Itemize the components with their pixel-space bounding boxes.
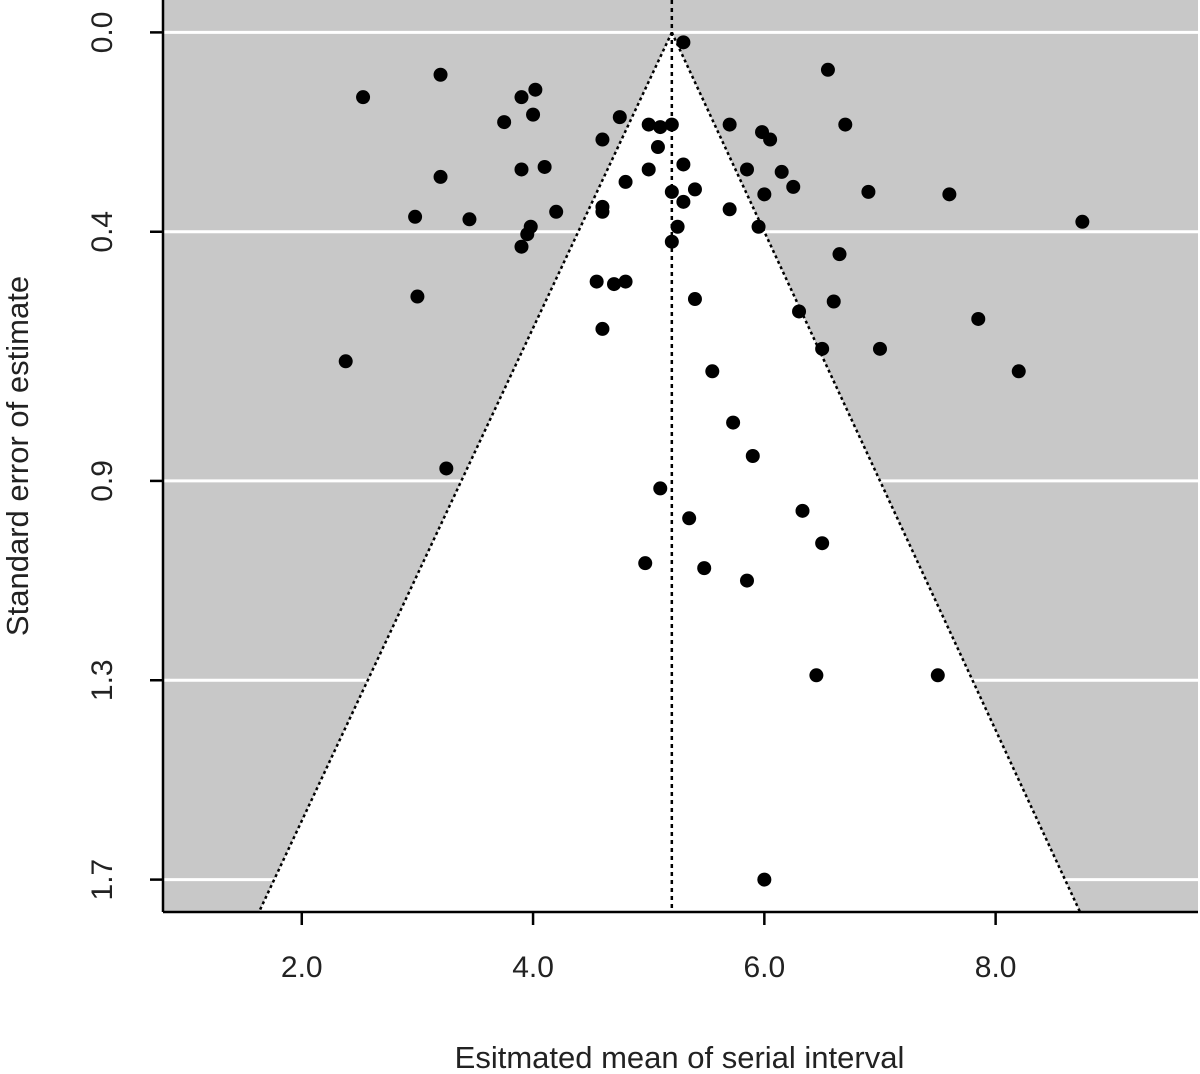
data-point	[497, 115, 512, 130]
x-tick-label: 8.0	[975, 951, 1017, 984]
x-tick-label: 2.0	[281, 951, 323, 984]
data-point	[641, 162, 656, 177]
data-point	[751, 219, 766, 234]
data-point	[439, 461, 454, 476]
data-point	[722, 202, 737, 217]
data-point	[838, 117, 853, 132]
data-point	[514, 90, 529, 105]
data-point	[618, 174, 633, 189]
data-point	[820, 62, 835, 77]
data-point	[942, 187, 957, 202]
data-point	[664, 117, 679, 132]
data-point	[757, 187, 772, 202]
y-tick-label: 0.4	[86, 211, 119, 253]
data-point	[971, 311, 986, 326]
data-point	[514, 239, 529, 254]
data-point	[774, 164, 789, 179]
x-tick-label: 6.0	[743, 951, 785, 984]
data-point	[1011, 364, 1026, 379]
data-point	[739, 573, 754, 588]
y-tick-label: 0.9	[86, 460, 119, 502]
data-point	[1075, 214, 1090, 229]
data-point	[528, 82, 543, 97]
data-point	[676, 35, 691, 50]
data-point	[462, 212, 477, 227]
data-point	[705, 364, 720, 379]
data-point	[653, 481, 668, 496]
data-point	[861, 184, 876, 199]
data-point	[520, 227, 535, 242]
data-point	[687, 292, 702, 307]
data-point	[618, 274, 633, 289]
data-point	[433, 67, 448, 82]
data-point	[650, 140, 665, 155]
data-point	[872, 341, 887, 356]
x-axis-title: Esitmated mean of serial interval	[455, 1040, 905, 1074]
data-point	[809, 668, 824, 683]
data-point	[670, 219, 685, 234]
y-tick-label: 1.3	[86, 659, 119, 701]
data-point	[595, 321, 610, 336]
y-axis-title: Standard error of estimate	[0, 276, 35, 636]
data-point	[638, 556, 653, 571]
data-point	[739, 162, 754, 177]
data-point	[676, 157, 691, 172]
data-point	[589, 274, 604, 289]
data-point	[676, 194, 691, 209]
data-point	[356, 90, 371, 105]
data-point	[526, 107, 541, 122]
data-point	[607, 277, 622, 292]
y-tick-label: 0.0	[86, 12, 119, 54]
data-point	[612, 110, 627, 125]
x-tick-label: 4.0	[512, 951, 554, 984]
data-point	[408, 209, 423, 224]
data-point	[641, 117, 656, 132]
y-tick-label: 1.7	[86, 859, 119, 901]
data-point	[832, 247, 847, 262]
data-point	[433, 169, 448, 184]
data-point	[664, 234, 679, 249]
data-point	[815, 341, 830, 356]
data-point	[795, 503, 810, 518]
data-point	[745, 449, 760, 463]
data-point	[682, 511, 697, 526]
data-point	[537, 159, 552, 174]
data-point	[653, 120, 668, 135]
data-point	[595, 132, 610, 147]
data-point	[757, 872, 772, 887]
data-point	[826, 294, 841, 309]
data-point	[786, 179, 801, 194]
data-point	[792, 304, 807, 319]
data-point	[930, 668, 945, 683]
data-point	[763, 132, 778, 147]
data-point	[410, 289, 425, 304]
data-point	[664, 184, 679, 199]
data-point	[595, 204, 610, 219]
data-point	[722, 117, 737, 132]
data-point	[697, 561, 712, 576]
data-point	[726, 415, 741, 430]
data-point	[815, 536, 830, 551]
data-point	[514, 162, 529, 177]
data-point	[549, 204, 564, 219]
data-point	[338, 354, 353, 369]
data-point	[687, 182, 702, 197]
funnel-region	[258, 32, 1081, 913]
